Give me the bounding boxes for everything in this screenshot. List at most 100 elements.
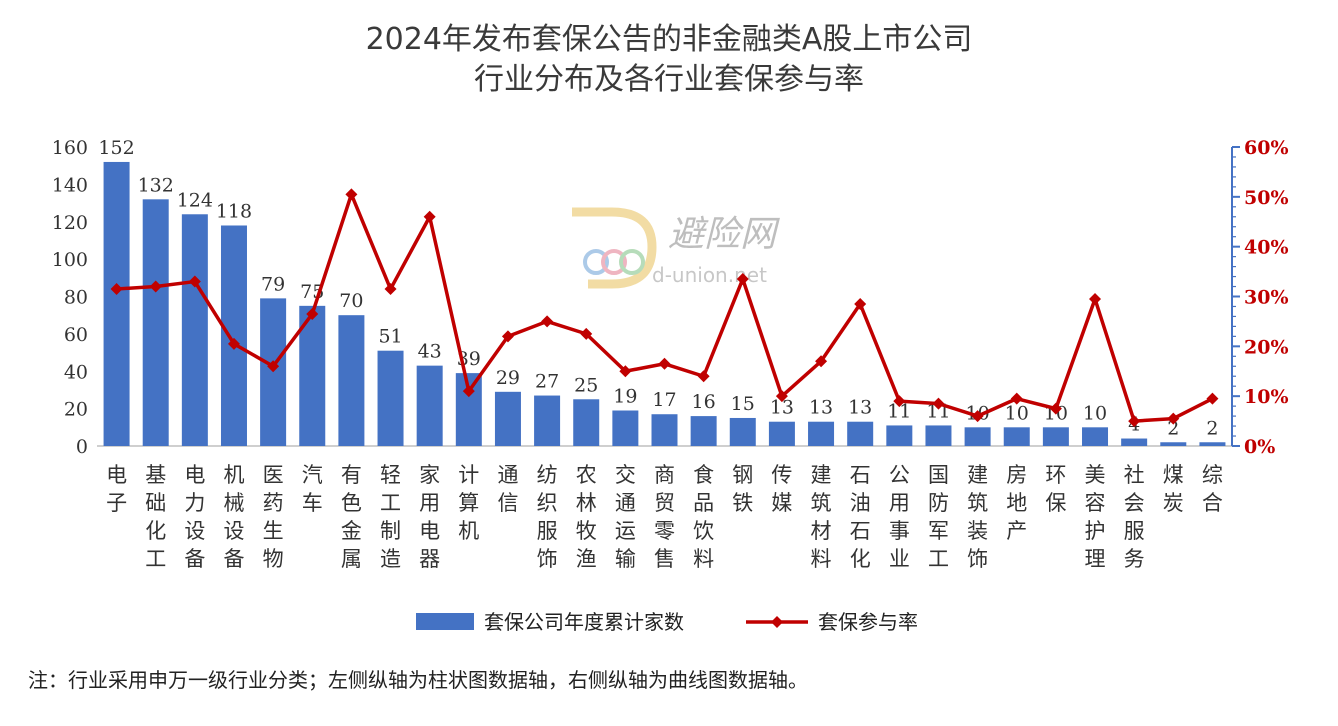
x-axis-category-label: 汽车 (302, 463, 323, 515)
bar-value-label: 118 (216, 200, 252, 222)
x-axis-category-label: 家用电器 (419, 463, 440, 571)
x-axis-labels: 电子基础化工电力设备机械设备医药生物汽车有色金属轻工制造家用电器计算机通信纺织服… (106, 463, 1223, 571)
x-axis-category-label: 计算机 (458, 463, 479, 543)
bar-value-label: 79 (261, 273, 285, 295)
bar (494, 391, 521, 446)
bar-series (103, 161, 1226, 446)
line-point-marker (697, 370, 710, 383)
x-axis-category-label: 煤炭 (1163, 463, 1184, 515)
bar (338, 315, 365, 446)
x-axis-category-label: 电力设备 (184, 463, 205, 571)
left-axis-tick-label: 80 (64, 287, 88, 309)
line-point-marker (1010, 392, 1023, 405)
right-axis-tick-label: 20% (1244, 336, 1289, 358)
bar-value-label: 13 (809, 397, 833, 419)
axes: 0 20 40 60 80 100 120 140 160 0% 10% 20% 30% 40% 50% 60… (52, 137, 1289, 458)
line-series (110, 188, 1219, 428)
x-axis-category-label: 公用事业 (889, 463, 910, 571)
x-axis-category-label: 基础化工 (145, 463, 166, 571)
bar (964, 427, 991, 446)
line-point-marker (188, 275, 201, 288)
chart-title-line-2: 行业分布及各行业套保参与率 (474, 62, 864, 97)
line-point-marker (1167, 412, 1180, 425)
line-point-marker (149, 280, 162, 293)
line-point-marker (1206, 392, 1219, 405)
line-point-marker (306, 307, 319, 320)
legend: 套保公司年度累计家数 套保参与率 (416, 610, 918, 634)
line-point-marker (345, 188, 358, 201)
bar-value-label: 13 (770, 397, 794, 419)
bar-value-label: 2 (1206, 417, 1218, 439)
bar (1042, 427, 1069, 446)
line-point-marker (619, 365, 632, 378)
bar-value-label: 29 (496, 367, 520, 389)
bar (573, 399, 600, 446)
bar (299, 305, 326, 446)
line-point-marker (110, 283, 123, 296)
x-axis-category-label: 建筑材料 (811, 463, 832, 571)
x-axis-category-label: 农林牧渔 (576, 463, 597, 571)
line-point-marker (462, 385, 475, 398)
line-point-marker (384, 283, 397, 296)
line-point-marker (580, 327, 593, 340)
bar (181, 214, 208, 446)
line-point-marker (854, 297, 867, 310)
left-axis-tick-label: 60 (64, 324, 88, 346)
bar (142, 199, 169, 446)
bar (1082, 427, 1109, 446)
bar-value-label: 2 (1167, 417, 1179, 439)
chart-title: 2024年发布套保公告的非金融类A股上市公司 行业分布及各行业套保参与率 (0, 20, 1338, 100)
bar-value-label: 17 (652, 389, 676, 411)
x-axis-category-label: 纺织服饰 (537, 463, 558, 571)
bar-value-label: 124 (177, 189, 213, 211)
watermark-logo-circle-2 (601, 249, 627, 275)
x-axis-category-label: 石油石化 (850, 463, 871, 571)
bar-value-label: 25 (574, 374, 598, 396)
bar (1199, 442, 1226, 446)
line-point-marker (775, 390, 788, 403)
bar (651, 414, 678, 446)
bar-value-label: 10 (1005, 402, 1029, 424)
bar-value-label: 51 (378, 326, 402, 348)
right-axis-tick-label: 0% (1244, 436, 1275, 458)
line-point-marker (227, 337, 240, 350)
bar (729, 417, 756, 446)
line-point-marker (736, 273, 749, 286)
bar-value-label: 43 (418, 341, 442, 363)
watermark-logo-icon (572, 207, 657, 289)
watermark-logo-circle-3 (619, 249, 645, 275)
line-point-marker (815, 355, 828, 368)
bar (768, 421, 795, 446)
bar-value-label: 27 (535, 371, 559, 393)
x-axis-category-label: 钢铁 (732, 463, 753, 515)
legend-bar-swatch (416, 613, 474, 630)
right-axis-tick-label: 30% (1244, 287, 1289, 309)
x-axis-category-label: 医药生物 (263, 463, 284, 571)
bar (886, 425, 913, 446)
x-axis-category-label: 社会服务 (1124, 463, 1145, 571)
chart-title-line-1: 2024年发布套保公告的非金融类A股上市公司 (365, 22, 973, 57)
bar (103, 161, 130, 446)
bar-value-label: 15 (731, 393, 755, 415)
x-axis-category-label: 轻工制造 (380, 463, 401, 571)
bar (925, 425, 952, 446)
footnote: 注：行业采用申万一级行业分类；左侧纵轴为柱状图数据轴，右侧纵轴为曲线图数据轴。 (28, 668, 808, 692)
x-axis-category-label: 传媒 (771, 463, 792, 515)
bar (1160, 442, 1187, 446)
bar-value-label: 10 (1083, 402, 1107, 424)
watermark-logo-circle-1 (583, 249, 609, 275)
right-axis-tick-label: 40% (1244, 237, 1289, 259)
legend-bar-label: 套保公司年度累计家数 (484, 610, 684, 634)
left-axis-tick-label: 100 (52, 249, 88, 271)
bar-value-label: 16 (692, 391, 716, 413)
line-point-marker (893, 395, 906, 408)
bar (220, 225, 247, 446)
x-axis-category-label: 房地产 (1006, 463, 1027, 543)
bar (416, 365, 443, 446)
x-axis-category-label: 建筑装饰 (967, 463, 988, 571)
x-axis-category-label: 商贸零售 (654, 463, 675, 571)
left-axis-tick-label: 160 (52, 137, 88, 159)
line-point-marker (658, 357, 671, 370)
x-axis-category-label: 电子 (106, 463, 127, 515)
